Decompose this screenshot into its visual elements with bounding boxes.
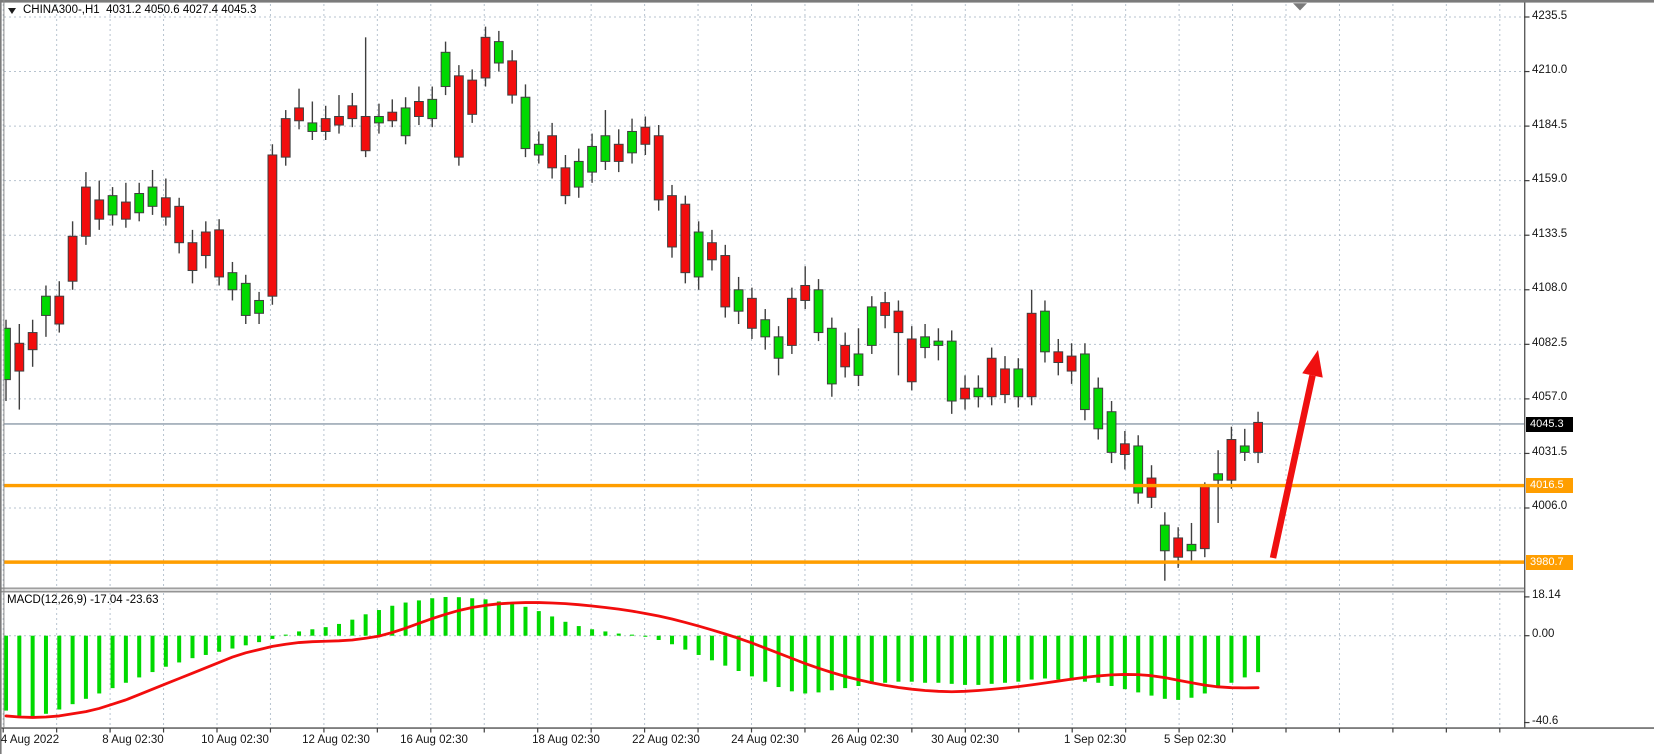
price-axis-label: 4057.0	[1532, 391, 1568, 404]
symbol-dropdown-icon[interactable]	[8, 8, 16, 14]
price-axis-label: 4031.5	[1532, 445, 1568, 458]
price-axis-label: 4082.5	[1532, 336, 1568, 349]
price-axis-label: 4184.5	[1532, 118, 1568, 131]
price-axis-label: 4210.0	[1532, 64, 1568, 77]
price-axis-label: 4235.5	[1532, 9, 1568, 22]
time-axis-label: 1 Sep 02:30	[1063, 734, 1127, 746]
time-axis-label: 24 Aug 02:30	[731, 734, 799, 746]
price-axis-label: 4159.0	[1532, 173, 1568, 186]
indicator-axis-label: 0.00	[1532, 628, 1555, 641]
time-axis-label: 30 Aug 02:30	[931, 734, 999, 746]
grid	[2, 4, 1524, 727]
indicator-axis-label: 18.14	[1532, 589, 1561, 602]
macd-histogram	[4, 596, 1261, 717]
axis-ticks	[2, 16, 1530, 733]
trend-arrow[interactable]	[1269, 350, 1323, 559]
time-axis-label: 22 Aug 02:30	[632, 734, 700, 746]
chart-shift-icon[interactable]	[1293, 3, 1307, 11]
time-axis-label: 5 Sep 02:30	[1163, 734, 1227, 746]
resistance-level-tag: 4016.5	[1526, 478, 1573, 494]
time-axis-label: 26 Aug 02:30	[831, 734, 899, 746]
candlestick-series	[4, 26, 1263, 581]
price-axis-label: 4133.5	[1532, 227, 1568, 240]
support-level-tag: 3980.7	[1526, 554, 1573, 570]
indicator-axis-label: -40.6	[1532, 715, 1559, 728]
current-price-tag: 4045.3	[1526, 416, 1573, 432]
time-axis-label: 18 Aug 02:30	[532, 734, 600, 746]
price-axis-label: 4108.0	[1532, 282, 1568, 295]
indicator-label: MACD(12,26,9) -17.04 -23.63	[7, 594, 159, 606]
macd-signal-line	[4, 601, 1260, 719]
time-axis-label: 8 Aug 02:30	[102, 734, 164, 746]
time-axis-label: 12 Aug 02:30	[302, 734, 370, 746]
price-axis-label: 4006.0	[1532, 500, 1568, 513]
time-axis-label: 10 Aug 02:30	[201, 734, 269, 746]
time-axis-label: 16 Aug 02:30	[400, 734, 468, 746]
chart-title-bar: CHINA300-,H1 4031.2 4050.6 4027.4 4045.3	[8, 4, 256, 16]
time-axis-label: 4 Aug 2022	[0, 734, 60, 746]
chart-title: CHINA300-,H1 4031.2 4050.6 4027.4 4045.3	[23, 4, 257, 16]
